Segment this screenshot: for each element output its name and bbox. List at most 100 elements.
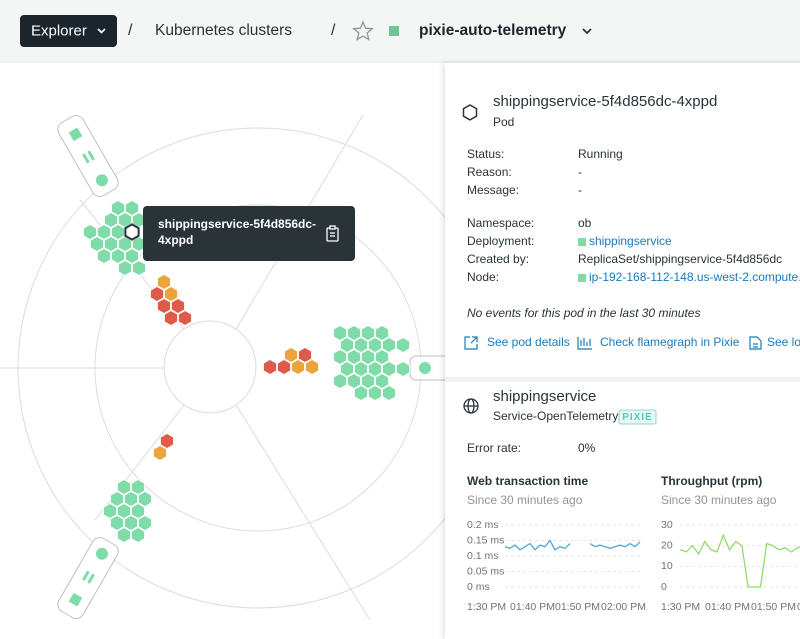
field-link[interactable]: ip-192-168-112-148.us-west-2.compute.int… [589,270,800,284]
explorer-label[interactable]: Explorer [31,22,87,39]
pod-hexagon[interactable] [149,285,165,303]
field-value: - [578,165,582,179]
link-icon[interactable] [577,337,592,350]
node-pill[interactable] [55,535,121,622]
explorer-button[interactable]: Explorer [20,15,117,47]
x-tick-label: 01:50 PM [555,601,600,613]
pod-hexagon[interactable] [109,490,125,508]
pod-hexagon[interactable] [332,348,348,366]
pod-hexagon[interactable] [360,324,376,342]
pod-hexagon[interactable] [103,211,119,229]
field-link[interactable]: shippingservice [589,234,672,248]
pod-hexagon[interactable] [177,309,193,327]
pod-hexagon[interactable] [374,372,390,390]
pod-hexagon[interactable] [367,384,383,402]
field-value: - [578,183,582,197]
pod-hexagon[interactable] [130,502,146,520]
pod-hexagon[interactable] [262,358,278,376]
pod-hexagon[interactable] [374,348,390,366]
pod-hexagon[interactable] [367,336,383,354]
node-pill[interactable] [55,113,121,200]
entity-chevron[interactable] [582,28,592,35]
pod-hexagon[interactable] [123,514,139,532]
pod-hexagon[interactable] [332,324,348,342]
action-link[interactable]: See logs [767,335,800,349]
action-link[interactable]: Check flamegraph in Pixie [600,335,740,349]
pod-hexagon[interactable] [116,478,132,496]
pod-hexagon[interactable] [360,372,376,390]
pod-hexagon[interactable] [130,526,146,544]
panel-content: shippingservice-5f4d856dc-4xppd Pod No e… [462,93,800,613]
pod-hexagon[interactable] [124,247,140,265]
link-icon[interactable] [749,336,762,350]
pod-hexagon[interactable] [116,502,132,520]
pod-hexagon[interactable] [124,199,140,217]
pod-hexagon[interactable] [297,346,313,364]
pod-hexagon[interactable] [360,348,376,366]
pod-hexagon[interactable] [283,346,299,364]
error-rate-label: Error rate: [467,441,521,455]
favorite-star[interactable] [352,20,374,41]
y-tick-label: 0.15 ms [467,534,504,546]
pod-hexagon[interactable] [346,348,362,366]
inner-ring [163,320,257,414]
pod-title: shippingservice-5f4d856dc-4xppd [493,93,717,110]
pod-hexagon[interactable] [353,384,369,402]
pod-hexagon[interactable] [156,297,172,315]
doc-icon[interactable] [749,336,762,350]
external-icon[interactable] [464,336,478,350]
pod-hexagon[interactable] [339,360,355,378]
pod-hexagon[interactable] [110,247,126,265]
pod-hexagon[interactable] [304,358,320,376]
pod-hexagon[interactable] [395,336,411,354]
pod-hexagon[interactable] [89,235,105,253]
pod-hexagon[interactable] [346,372,362,390]
link-icon[interactable] [464,336,478,350]
action-link[interactable]: See pod details [487,335,570,349]
pixie-badge [618,409,657,425]
pod-hexagon[interactable] [103,235,119,253]
entity-name[interactable]: pixie-auto-telemetry [419,22,567,39]
pod-hexagon[interactable] [96,223,112,241]
pod-hexagon[interactable] [353,360,369,378]
pod-hexagon[interactable] [339,336,355,354]
pod-hexagon[interactable] [137,514,153,532]
pod-hexagon[interactable] [395,360,411,378]
pod-hexagon[interactable] [170,297,186,315]
pod-hexagon[interactable] [381,384,397,402]
pod-hexagon[interactable] [159,432,175,450]
pod-hexagon[interactable] [381,336,397,354]
flame-icon[interactable] [577,337,592,350]
pod-hexagon[interactable] [367,360,383,378]
pod-hexagon[interactable] [374,324,390,342]
pod-hexagon[interactable] [353,336,369,354]
copy-icon[interactable] [326,225,339,242]
x-tick-label: 1:30 PM [661,601,700,613]
pod-hexagon[interactable] [116,526,132,544]
breadcrumb-item[interactable]: Kubernetes clusters [155,22,292,39]
pod-hexagon[interactable] [276,358,292,376]
pod-hexagon[interactable] [96,247,112,265]
pod-hexagon[interactable] [332,372,348,390]
pod-hexagon[interactable] [290,358,306,376]
pod-hexagon[interactable] [346,324,362,342]
pod-hexagon[interactable] [109,514,125,532]
pod-hexagon[interactable] [156,273,172,291]
y-tick-label: 0.05 ms [467,565,504,577]
pod-hexagon[interactable] [381,360,397,378]
pod-hexagon[interactable] [130,478,146,496]
pod-hexagon[interactable] [82,223,98,241]
pod-hexagon[interactable] [163,309,179,327]
pod-hexagon[interactable] [110,199,126,217]
globe-icon [463,398,479,414]
pod-hexagon[interactable] [102,502,118,520]
selected-pod[interactable] [124,223,140,241]
x-tick-label: 02:00 PM [797,601,800,613]
field-label: Namespace: [467,216,534,230]
pod-hexagon[interactable] [152,444,168,462]
pod-hexagon[interactable] [137,490,153,508]
pod-hexagon[interactable] [123,490,139,508]
pod-hexagon[interactable] [163,285,179,303]
pod-hexagon[interactable] [117,259,133,277]
pod-hexagon[interactable] [131,259,147,277]
